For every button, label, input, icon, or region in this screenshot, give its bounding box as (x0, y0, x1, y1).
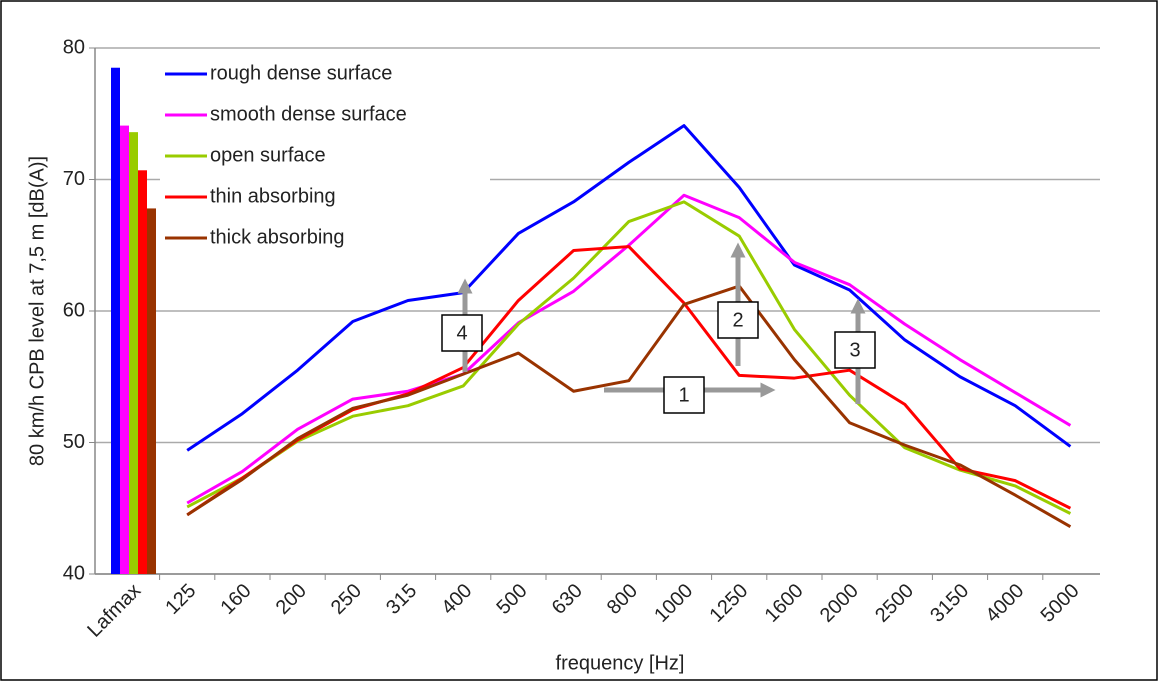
y-tick-label: 50 (63, 431, 85, 453)
series-line (186, 200, 1072, 515)
legend-label: open surface (210, 144, 326, 166)
y-axis-label: 80 km/h CPB level at 7,5 m [dB(A)] (26, 156, 48, 466)
annotation-label: 4 (456, 322, 467, 344)
y-tick-label: 80 (63, 36, 85, 58)
y-tick-label: 70 (63, 168, 85, 190)
legend-background (160, 54, 490, 264)
y-tick-label: 60 (63, 299, 85, 321)
annotation-box (834, 331, 876, 369)
annotation-label: 2 (732, 309, 743, 331)
bar (120, 125, 129, 575)
series-line (186, 124, 1072, 452)
annotation-box (717, 301, 759, 339)
bar (138, 170, 147, 575)
legend-label: thin absorbing (210, 185, 336, 207)
bar (147, 208, 156, 574)
x-axis-label: frequency [Hz] (556, 652, 685, 674)
annotation-box (663, 376, 705, 414)
bar (129, 132, 138, 574)
legend-label: thick absorbing (210, 226, 345, 248)
annotation-label: 3 (849, 339, 860, 361)
y-tick-label: 40 (63, 562, 85, 584)
bar (111, 67, 120, 574)
series-line (186, 284, 1072, 528)
annotation-label: 1 (678, 384, 689, 406)
legend-label: smooth dense surface (210, 103, 407, 125)
annotation-box (441, 314, 483, 352)
legend-label: rough dense surface (210, 62, 392, 84)
